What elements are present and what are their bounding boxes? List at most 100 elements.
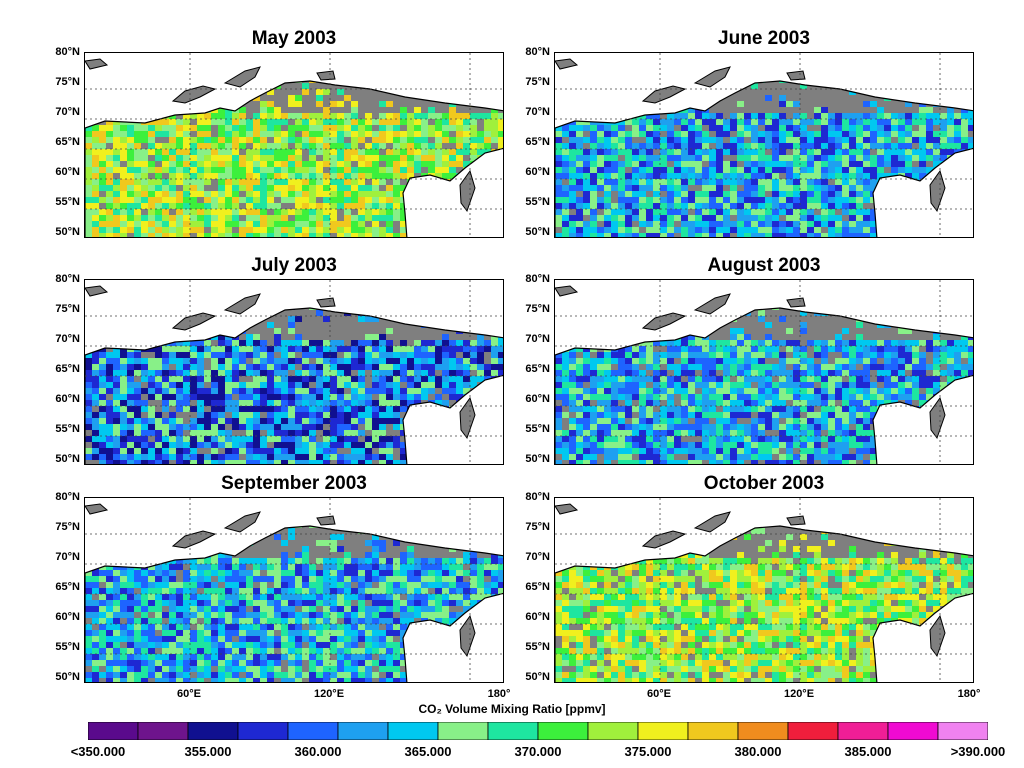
latitude-label: 55°N xyxy=(525,641,550,653)
longitude-label: 120°E xyxy=(783,688,815,700)
island xyxy=(555,58,579,70)
colorbar-segment xyxy=(237,722,289,740)
latitude-label: 50°N xyxy=(525,671,550,683)
latitude-label: 55°N xyxy=(55,423,80,435)
latitude-label: 50°N xyxy=(525,453,550,465)
latitude-label: 80°N xyxy=(55,46,80,58)
latitude-label: 65°N xyxy=(525,581,550,593)
panel-title: September 2003 xyxy=(221,473,367,494)
latitude-label: 75°N xyxy=(525,521,550,533)
latitude-label: 60°N xyxy=(55,393,80,405)
latitude-label: 70°N xyxy=(55,551,80,563)
latitude-label: 70°N xyxy=(55,333,80,345)
colorbar-segment xyxy=(587,722,639,740)
island xyxy=(693,66,731,88)
colorbar-title: CO₂ Volume Mixing Ratio [ppmv] xyxy=(418,702,606,716)
latitude-label: 70°N xyxy=(55,106,80,118)
island xyxy=(316,515,336,526)
island xyxy=(693,293,731,315)
latitude-label: 65°N xyxy=(55,136,80,148)
longitude-label: 180° xyxy=(957,688,981,700)
island xyxy=(223,293,261,315)
colorbar-tick-label: 370.000 xyxy=(514,744,562,759)
latitude-label: 55°N xyxy=(55,641,80,653)
latitude-label: 60°N xyxy=(525,166,550,178)
latitude-label: 50°N xyxy=(55,671,80,683)
latitude-label: 50°N xyxy=(55,453,80,465)
island xyxy=(929,396,946,440)
colorbar-tick-label: <350.000 xyxy=(70,744,126,759)
colorbar-segment xyxy=(687,722,739,740)
latitude-label: 75°N xyxy=(525,303,550,315)
coastline xyxy=(555,80,973,237)
latitude-label: 80°N xyxy=(525,46,550,58)
island xyxy=(786,297,806,308)
colorbar-segment xyxy=(537,722,589,740)
latitude-label: 65°N xyxy=(55,581,80,593)
latitude-label: 55°N xyxy=(525,196,550,208)
longitude-label: 120°E xyxy=(313,688,345,700)
longitude-label: 180° xyxy=(487,688,511,700)
latitude-label: 75°N xyxy=(55,76,80,88)
island xyxy=(929,614,946,658)
island xyxy=(929,169,946,213)
map-panel xyxy=(554,497,974,683)
map-panel xyxy=(84,52,504,238)
latitude-label: 65°N xyxy=(525,136,550,148)
island xyxy=(555,503,579,515)
island xyxy=(555,285,579,297)
colorbar-segment xyxy=(137,722,189,740)
colorbar xyxy=(88,722,988,740)
island xyxy=(459,169,476,213)
longitude-label: 60°E xyxy=(647,688,671,700)
panel-title: May 2003 xyxy=(251,28,337,49)
latitude-label: 80°N xyxy=(525,273,550,285)
map-panel xyxy=(84,497,504,683)
latitude-label: 55°N xyxy=(525,423,550,435)
colorbar-tick-label: 375.000 xyxy=(624,744,672,759)
island xyxy=(786,70,806,81)
island xyxy=(459,396,476,440)
coastline xyxy=(85,525,503,682)
colorbar-segment xyxy=(487,722,539,740)
latitude-label: 75°N xyxy=(55,521,80,533)
colorbar-segment xyxy=(88,722,139,740)
panel-title: July 2003 xyxy=(251,255,337,276)
coastline xyxy=(555,307,973,464)
panel-title: October 2003 xyxy=(703,473,825,494)
coastline xyxy=(85,307,503,464)
latitude-label: 70°N xyxy=(525,333,550,345)
panel-title: August 2003 xyxy=(707,255,821,276)
colorbar-segment xyxy=(387,722,439,740)
colorbar-tick-label: 380.000 xyxy=(734,744,782,759)
colorbar-segment xyxy=(937,722,988,740)
latitude-label: 55°N xyxy=(55,196,80,208)
map-panel xyxy=(554,279,974,465)
coastline xyxy=(85,80,503,237)
island xyxy=(459,614,476,658)
latitude-label: 80°N xyxy=(55,491,80,503)
latitude-label: 80°N xyxy=(55,273,80,285)
island xyxy=(316,70,336,81)
latitude-label: 60°N xyxy=(525,393,550,405)
latitude-label: 75°N xyxy=(525,76,550,88)
colorbar-tick-label: 355.000 xyxy=(184,744,232,759)
latitude-label: 60°N xyxy=(55,166,80,178)
colorbar-segment xyxy=(837,722,889,740)
island xyxy=(85,58,109,70)
colorbar-segment xyxy=(637,722,689,740)
island xyxy=(223,511,261,533)
island xyxy=(85,285,109,297)
map-panel xyxy=(84,279,504,465)
colorbar-tick-label: >390.000 xyxy=(950,744,1006,759)
colorbar-segment xyxy=(737,722,789,740)
colorbar-segment xyxy=(437,722,489,740)
colorbar-segment xyxy=(887,722,939,740)
colorbar-segment xyxy=(187,722,239,740)
latitude-label: 70°N xyxy=(525,551,550,563)
island xyxy=(85,503,109,515)
colorbar-segment xyxy=(337,722,389,740)
island xyxy=(316,297,336,308)
map-panel xyxy=(554,52,974,238)
colorbar-tick-label: 365.000 xyxy=(404,744,452,759)
